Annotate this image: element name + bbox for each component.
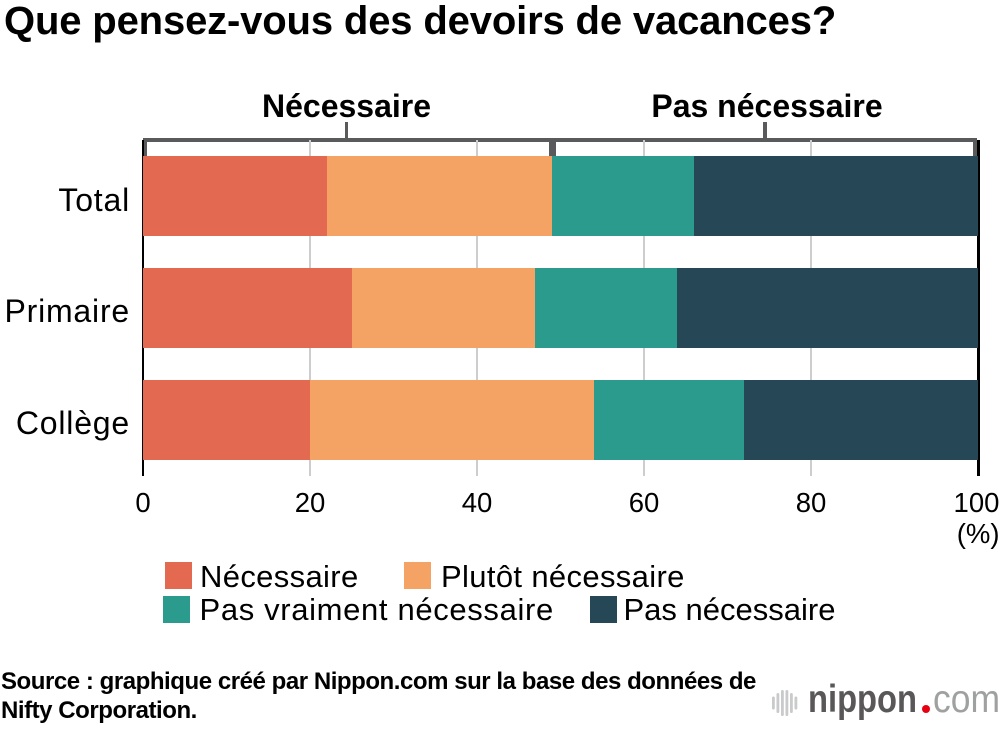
svg-text:nippon: nippon: [808, 680, 917, 721]
svg-text:com: com: [933, 680, 1000, 721]
